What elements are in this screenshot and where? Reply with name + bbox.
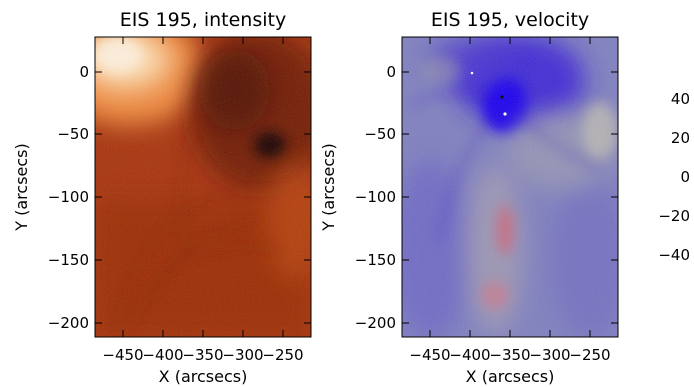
velocity-y-tick-label: 0 (386, 63, 396, 81)
velocity-x-tick-label: −450 (409, 346, 450, 364)
velocity-y-tick-label: −100 (355, 188, 396, 206)
velocity-x-tick-label: −300 (529, 346, 570, 364)
intensity-x-axis-label: X (arcsecs) (159, 367, 248, 386)
colorbar-labels: 40 20 0 −20 −40 (658, 90, 690, 264)
velocity-x-tick-label: −350 (489, 346, 530, 364)
intensity-x-tick-label: −300 (222, 346, 263, 364)
intensity-y-tick-label: −100 (48, 188, 89, 206)
intensity-y-tick-label: 0 (79, 63, 89, 81)
velocity-image (402, 37, 618, 337)
intensity-x-tick-label: −400 (142, 346, 183, 364)
velocity-panel: EIS 195, velocity (319, 9, 619, 386)
colorbar-tick-label: 0 (680, 168, 690, 186)
velocity-x-axis-label: X (arcsecs) (466, 367, 555, 386)
intensity-y-tick-label: −200 (48, 314, 89, 332)
intensity-image (95, 37, 311, 337)
velocity-x-tick-label: −400 (449, 346, 490, 364)
intensity-y-tick-marks (95, 71, 311, 324)
intensity-x-tick-label: −450 (102, 346, 143, 364)
intensity-x-tick-label: −350 (182, 346, 223, 364)
velocity-x-tick-label: −250 (569, 346, 610, 364)
velocity-y-tick-label: −50 (364, 125, 396, 143)
velocity-y-axis-label: Y (arcsecs) (319, 143, 338, 231)
colorbar-tick-label: −40 (658, 246, 690, 264)
intensity-y-axis-label: Y (arcsecs) (12, 143, 31, 231)
intensity-x-tick-label: −250 (262, 346, 303, 364)
velocity-y-tick-label: −200 (355, 314, 396, 332)
intensity-y-tick-label: −50 (57, 125, 89, 143)
velocity-y-tick-marks (402, 71, 618, 324)
velocity-y-tick-label: −150 (355, 251, 396, 269)
intensity-y-tick-label: −150 (48, 251, 89, 269)
intensity-panel-title: EIS 195, intensity (120, 9, 286, 31)
velocity-panel-title: EIS 195, velocity (431, 9, 589, 31)
intensity-panel: EIS 195, intensity (12, 9, 312, 386)
velocity-x-tick-marks (429, 37, 591, 337)
intensity-x-tick-marks (122, 37, 284, 337)
colorbar-tick-label: −20 (658, 207, 690, 225)
colorbar-tick-label: 20 (671, 129, 690, 147)
colorbar-tick-label: 40 (671, 90, 690, 108)
